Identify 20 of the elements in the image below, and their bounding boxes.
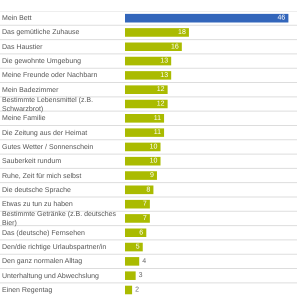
bar bbox=[125, 85, 168, 94]
bar bbox=[125, 114, 164, 123]
bar bbox=[125, 156, 161, 166]
bar bbox=[125, 171, 157, 180]
bar bbox=[125, 14, 288, 22]
bar bbox=[125, 42, 182, 52]
bar bbox=[125, 257, 140, 266]
bar bbox=[125, 271, 136, 280]
bar bbox=[125, 200, 150, 208]
bar bbox=[125, 56, 172, 66]
bar bbox=[125, 28, 189, 37]
bar bbox=[125, 228, 146, 238]
bar bbox=[125, 71, 172, 80]
bar bbox=[125, 286, 132, 294]
bar bbox=[125, 128, 164, 137]
bar bbox=[125, 242, 143, 252]
bar bbox=[125, 142, 161, 152]
bar bbox=[125, 214, 150, 223]
bar bbox=[125, 186, 154, 194]
bar bbox=[125, 100, 168, 108]
